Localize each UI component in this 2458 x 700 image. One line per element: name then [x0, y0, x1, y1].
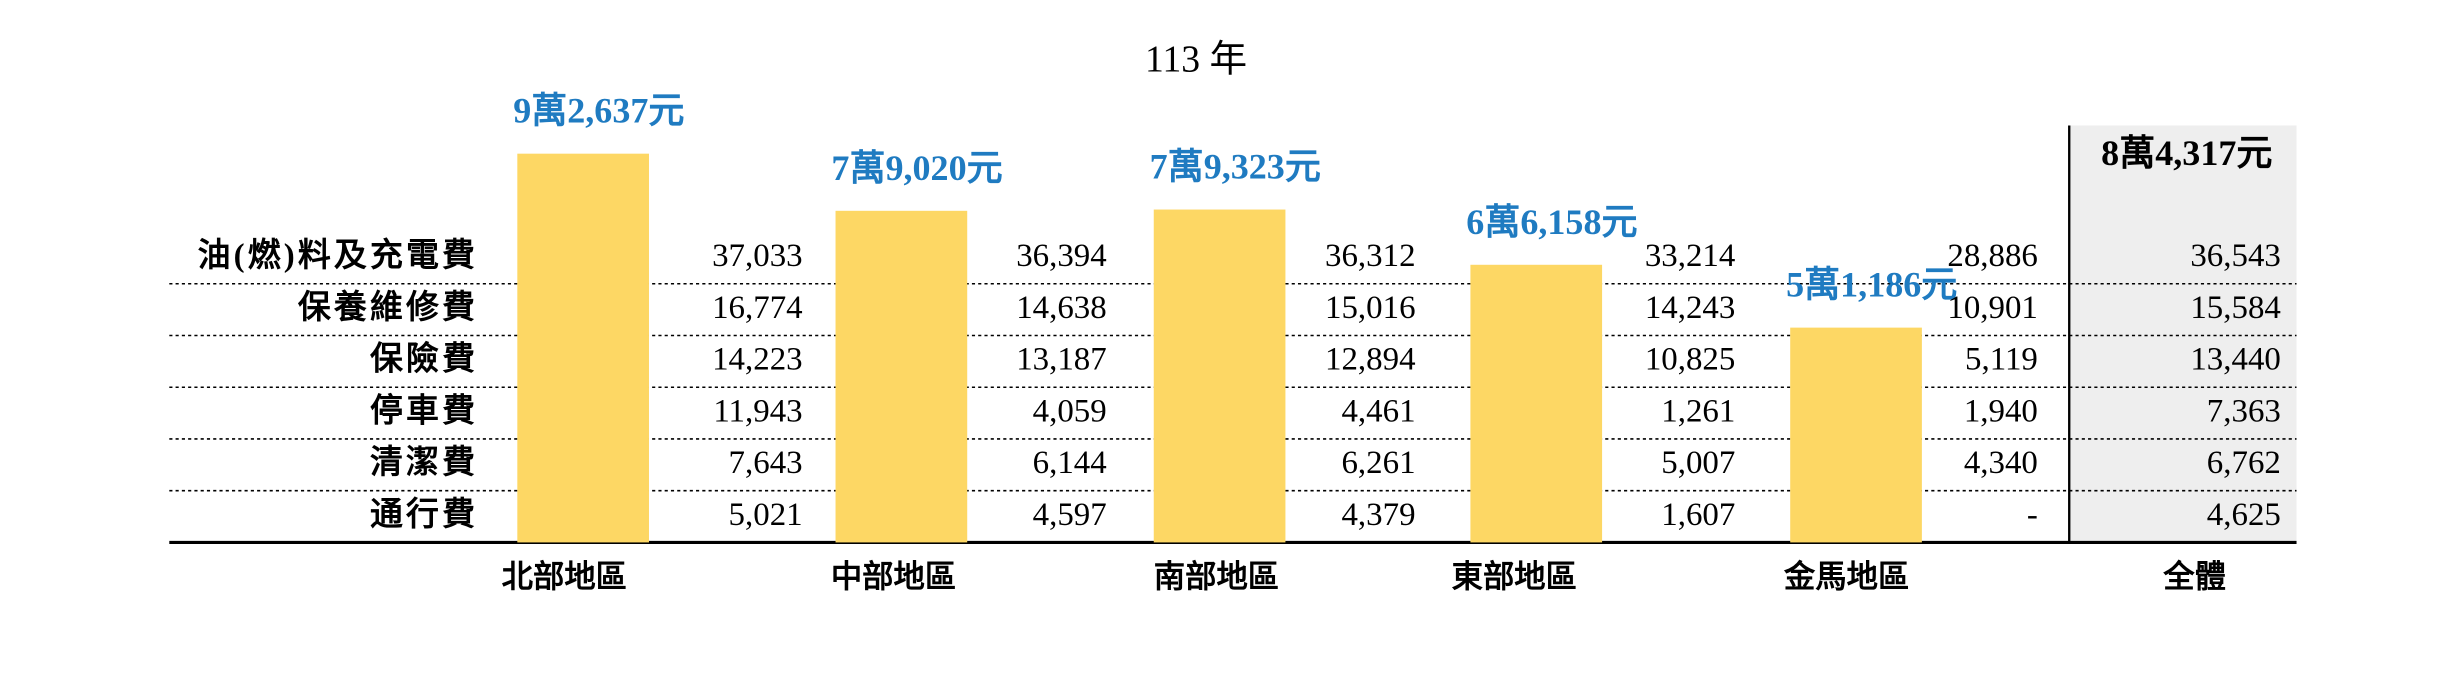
table-cell: 1,261: [1661, 393, 1735, 429]
table-cell: 4,461: [1341, 393, 1415, 429]
table-cell: 14,243: [1645, 290, 1736, 326]
table-cell: 11,943: [713, 393, 802, 429]
table-cell: 12,894: [1325, 342, 1416, 378]
row-label: 通行費: [370, 496, 478, 533]
table-cell: 37,033: [712, 238, 802, 274]
bar: [517, 153, 649, 543]
bar: [1790, 327, 1922, 543]
total-column-bg: [2069, 125, 2297, 543]
bar: [1153, 209, 1286, 543]
table-cell: 28,886: [1947, 238, 2037, 274]
bar: [1470, 264, 1603, 543]
table-cell: 5,007: [1661, 445, 1735, 481]
category-label: 南部地區: [1154, 559, 1279, 594]
table-cell: 14,638: [1016, 290, 1107, 326]
value-label: 9萬2,637元: [513, 91, 684, 131]
value-label: 6萬6,158元: [1466, 202, 1637, 242]
row-label: 油(燃)料及充電費: [198, 237, 478, 274]
table-cell: -: [2027, 497, 2038, 533]
category-label: 北部地區: [502, 559, 627, 594]
bar: [835, 210, 968, 543]
table-cell: 6,762: [2207, 445, 2281, 481]
table-cell: 1,607: [1661, 497, 1735, 533]
value-label: 5萬1,186元: [1786, 265, 1957, 305]
table-cell: 5,119: [1965, 342, 2038, 378]
table-cell: 15,584: [2190, 290, 2281, 326]
category-label: 東部地區: [1452, 559, 1577, 594]
table-cell: 14,223: [712, 342, 802, 378]
table-cell: 10,825: [1645, 342, 1736, 378]
row-label: 清潔費: [370, 444, 478, 481]
table-cell: 7,643: [729, 445, 803, 481]
table-cell: 1,940: [1964, 393, 2038, 429]
value-label: 7萬9,323元: [1150, 147, 1321, 187]
table-cell: 4,625: [2207, 497, 2281, 533]
category-label: 金馬地區: [1783, 558, 1909, 594]
total-category: 全體: [2162, 558, 2226, 594]
row-label: 停車費: [370, 392, 478, 429]
table-cell: 36,394: [1016, 238, 1107, 274]
table-cell: 5,021: [729, 497, 803, 533]
table-cell: 6,261: [1341, 445, 1415, 481]
table-cell: 10,901: [1947, 290, 2037, 326]
table-cell: 16,774: [712, 290, 802, 326]
table-cell: 13,440: [2190, 342, 2281, 378]
table-cell: 4,597: [1033, 497, 1107, 533]
table-cell: 33,214: [1645, 238, 1736, 274]
category-label: 中部地區: [831, 559, 956, 594]
total-label: 8萬4,317元: [2101, 133, 2272, 173]
table-cell: 36,312: [1325, 238, 1416, 274]
value-label: 7萬9,020元: [831, 148, 1002, 188]
row-label: 保養維修費: [298, 289, 478, 326]
table-cell: 13,187: [1016, 342, 1107, 378]
table-cell: 4,379: [1341, 497, 1415, 533]
table-cell: 4,059: [1033, 393, 1107, 429]
table-cell: 36,543: [2190, 238, 2281, 274]
table-cell: 7,363: [2207, 393, 2281, 429]
chart-title: 113 年: [1145, 38, 1247, 80]
table-cell: 4,340: [1964, 445, 2038, 481]
table-cell: 6,144: [1033, 445, 1107, 481]
table-cell: 15,016: [1325, 290, 1416, 326]
row-label: 保險費: [370, 340, 478, 378]
